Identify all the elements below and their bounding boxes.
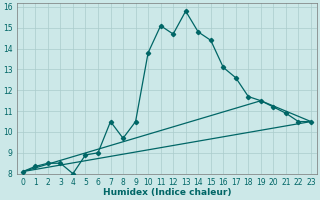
X-axis label: Humidex (Indice chaleur): Humidex (Indice chaleur) — [103, 188, 231, 197]
